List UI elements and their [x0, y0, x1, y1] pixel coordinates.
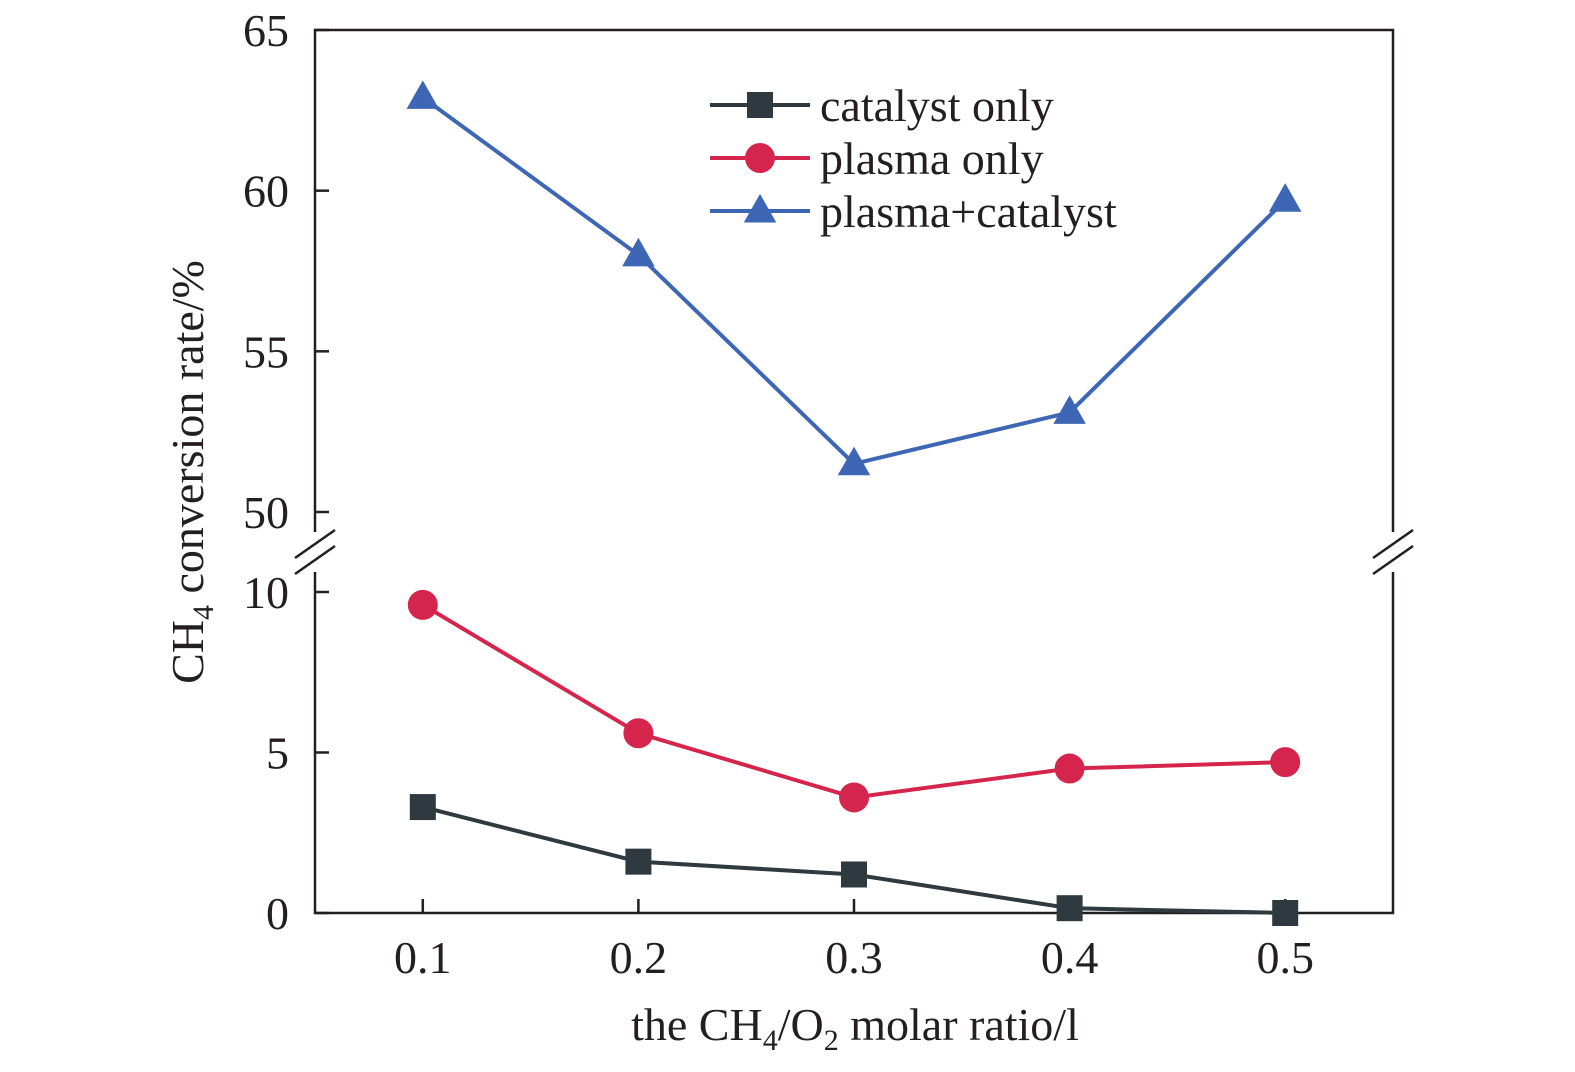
- legend-item: plasma only: [710, 133, 1044, 184]
- data-point: [407, 589, 438, 620]
- data-point: [625, 848, 652, 875]
- data-point: [1272, 900, 1299, 926]
- series-line: [422, 805, 1286, 915]
- data-point: [409, 794, 436, 821]
- axis-frame-upper: [313, 28, 1395, 532]
- legend-item: plasma+catalyst: [710, 186, 1117, 237]
- y-tick-label: 60: [243, 166, 289, 217]
- data-point: [839, 782, 869, 813]
- legend-label: plasma+catalyst: [820, 186, 1117, 237]
- legend-marker: [745, 143, 775, 173]
- data-point: [1268, 183, 1302, 212]
- data-point: [1053, 395, 1086, 424]
- legend-marker: [747, 92, 773, 118]
- legend-label: plasma only: [820, 133, 1044, 184]
- x-tick-label: 0.2: [610, 932, 668, 983]
- data-point: [623, 718, 654, 749]
- data-point: [622, 237, 655, 267]
- axis-break-left: [293, 528, 337, 576]
- legend-item: catalyst only: [710, 80, 1054, 131]
- x-tick-label: 0.1: [394, 932, 452, 983]
- series-circle: [407, 589, 1301, 813]
- y-axis-title: CH4 conversion rate/%: [162, 260, 220, 684]
- y-tick-label: 55: [243, 326, 289, 377]
- y-tick-label: 65: [243, 5, 289, 56]
- legend-label: catalyst only: [820, 80, 1054, 131]
- x-axis-title: the CH4/O2 molar ratio/l: [631, 999, 1079, 1057]
- x-tick-label: 0.4: [1041, 932, 1099, 983]
- x-tick-label: 0.5: [1256, 932, 1314, 983]
- series-lines: [406, 80, 1302, 926]
- y-tick-label: 5: [266, 728, 289, 779]
- data-point: [1054, 753, 1085, 784]
- x-tick-label: 0.3: [825, 932, 883, 983]
- series-triangle: [406, 80, 1302, 476]
- legend-marker: [743, 193, 777, 223]
- axis-ticks: 0.1 0.2 0.3 0.4 0.5 0 5 10 50 55 60 65: [243, 5, 1314, 983]
- series-line: [421, 603, 1286, 800]
- data-point: [1056, 895, 1083, 922]
- axis-break-right: [1371, 528, 1415, 576]
- series-square: [409, 794, 1299, 926]
- y-tick-label: 10: [243, 567, 289, 618]
- y-tick-label: 50: [243, 487, 289, 538]
- data-point: [837, 446, 871, 476]
- data-point: [841, 861, 867, 888]
- data-point: [406, 80, 440, 109]
- y-tick-label: 0: [266, 888, 289, 939]
- data-point: [1270, 747, 1301, 778]
